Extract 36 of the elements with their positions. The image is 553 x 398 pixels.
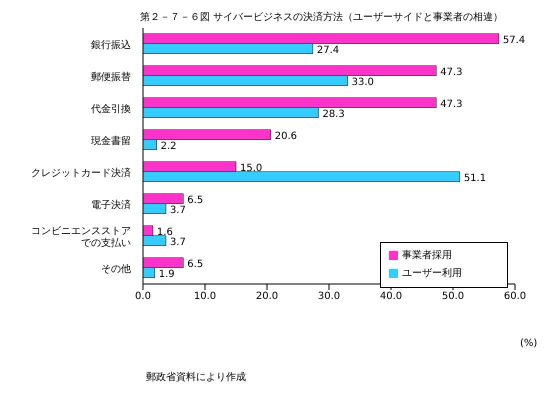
x-tick-label: 30.0 (318, 291, 340, 302)
data-label: 15.0 (240, 162, 262, 174)
y-tick-label: 代金引換 (90, 103, 131, 115)
y-tick-label: コンビニエンスストアでの支払い (31, 226, 131, 249)
legend-label: ユーザー利用 (402, 268, 462, 279)
data-label: 51.1 (464, 172, 486, 184)
x-tick-label: 0.0 (135, 291, 151, 302)
data-label: 3.7 (170, 204, 186, 216)
data-label: 47.3 (440, 98, 463, 110)
data-label: 28.3 (322, 108, 345, 120)
y-tick-label: 銀行振込 (91, 39, 131, 51)
chart-title: 第２－７－６図 サイバービジネスの決済方法（ユーザーサイドと事業者の相違） (140, 10, 504, 24)
data-label: 6.5 (187, 194, 204, 206)
data-label: 20.6 (274, 130, 297, 142)
y-tick-label: クレジットカード決済 (31, 167, 131, 179)
legend-label: 事業者採用 (402, 250, 452, 261)
x-tick-label: 60.0 (504, 291, 526, 302)
data-label: 6.5 (187, 258, 204, 270)
data-label: 2.2 (160, 140, 177, 152)
y-tick-label: 現金書留 (91, 135, 131, 147)
x-tick-label: 10.0 (194, 291, 216, 302)
x-tick-label: 40.0 (380, 291, 402, 302)
x-tick-label: 20.0 (256, 291, 278, 302)
y-tick-label: 電子決済 (91, 199, 131, 211)
data-label: 3.7 (170, 236, 186, 248)
x-axis-title: (%) (520, 338, 538, 349)
x-tick-label: 50.0 (442, 291, 464, 302)
y-tick-label: その他 (101, 263, 131, 275)
data-label: 27.4 (316, 44, 340, 56)
y-tick-label: 郵便振替 (91, 71, 131, 83)
text: 郵政省資料により作成 (146, 370, 246, 384)
data-label: 1.9 (158, 268, 175, 280)
data-label: 47.3 (440, 66, 463, 78)
data-label: 33.0 (352, 76, 374, 88)
data-label: 57.4 (502, 34, 526, 46)
data-label: 1.6 (156, 226, 173, 238)
